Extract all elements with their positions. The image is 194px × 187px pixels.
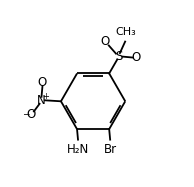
Text: N: N (37, 94, 46, 107)
Text: O: O (101, 36, 110, 48)
Text: −: − (22, 109, 29, 118)
Text: CH₃: CH₃ (115, 27, 136, 37)
Text: +: + (42, 91, 49, 101)
Text: H₂N: H₂N (67, 143, 89, 156)
Text: O: O (38, 76, 47, 89)
Text: S: S (115, 50, 123, 63)
Text: O: O (132, 51, 141, 64)
Text: O: O (26, 108, 35, 121)
Text: Br: Br (104, 143, 117, 156)
